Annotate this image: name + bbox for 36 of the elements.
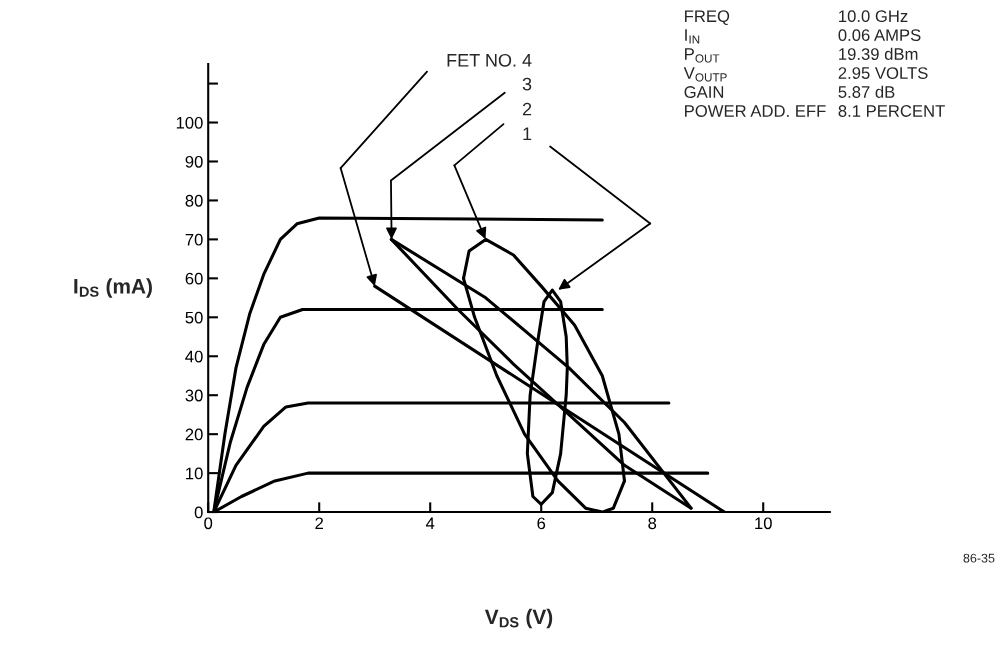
annotation: 3 — [522, 77, 532, 91]
y-axis-title: I$_{DS}$ (mA) — [74, 278, 152, 298]
y-tick-label: 30 — [185, 389, 203, 402]
annotation: 2 — [522, 102, 532, 116]
y-tick-label: 90 — [185, 155, 203, 168]
annotation: GAIN — [684, 86, 724, 98]
text: P$_{OUT}$ — [685, 48, 720, 63]
y-tick-label: 80 — [185, 194, 203, 207]
y-tick-label: 10 — [186, 467, 203, 480]
text: I$_{IN}$ — [685, 29, 700, 44]
text: 5.87 dB — [838, 85, 895, 98]
x-tick-label: 4 — [425, 517, 435, 530]
y-tick-label: 20 — [185, 428, 203, 441]
text: 19.39 dBm — [839, 47, 918, 60]
x-tick-label: 10 — [755, 517, 772, 530]
annotation: 1 — [523, 127, 532, 140]
x-tick-label: 0 — [204, 517, 213, 530]
x-axis-title: V$_{DS}$ (V) — [484, 608, 553, 629]
y-tick-label: 0 — [194, 506, 203, 519]
text: 0.06 AMPS — [838, 29, 921, 42]
y-tick-label: 70 — [185, 233, 203, 246]
x-tick-label: 6 — [537, 517, 546, 530]
text: 10.0 GHz — [839, 10, 908, 23]
y-tick-label: 60 — [185, 272, 203, 285]
annotation: POWER ADD. EFF — [685, 105, 826, 117]
x-tick-label: 8 — [648, 517, 657, 530]
annotation: V$_{OUTP}$ — [683, 67, 727, 82]
y-tick-label: 100 — [176, 116, 203, 129]
y-tick-label: 40 — [185, 350, 203, 363]
text: 86-35 — [963, 553, 995, 563]
annotation: FET NO. 4 — [447, 53, 532, 67]
x-tick-label: 2 — [315, 517, 324, 530]
text: 8.1 PERCENT — [838, 105, 945, 117]
y-tick-label: 50 — [185, 311, 203, 324]
text: FREQ — [685, 10, 730, 26]
text: 2.95 VOLTS — [838, 67, 928, 79]
